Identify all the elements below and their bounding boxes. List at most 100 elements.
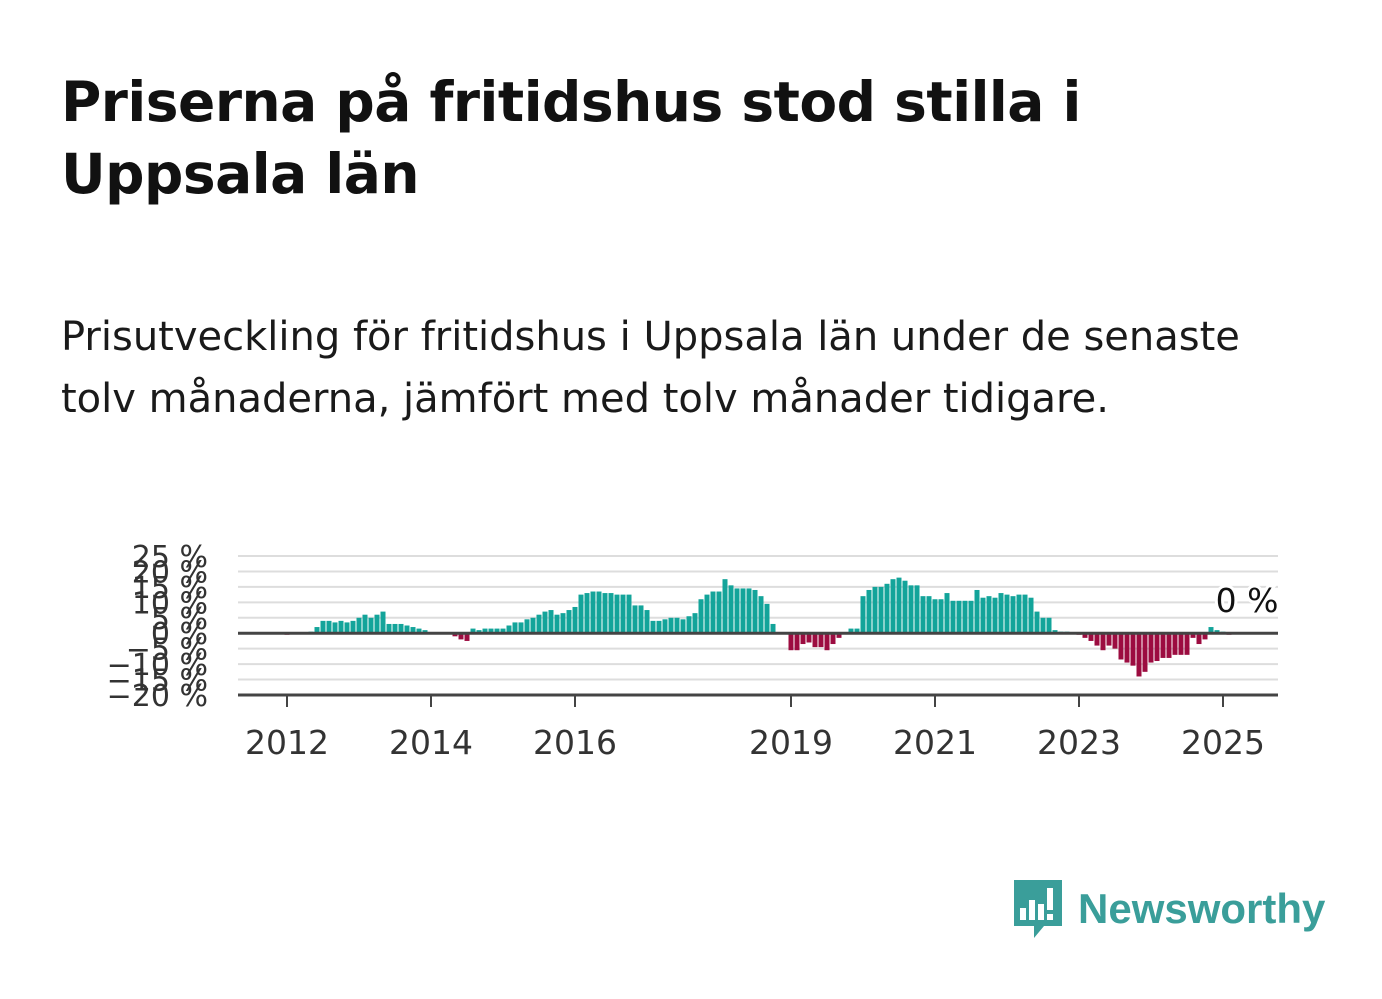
bar — [494, 628, 500, 634]
bar — [320, 620, 326, 634]
bar — [470, 628, 476, 634]
bar — [986, 596, 992, 634]
bar — [830, 633, 836, 645]
bar — [506, 625, 512, 634]
bar — [920, 596, 926, 634]
bar — [752, 589, 758, 634]
grid-lines — [238, 555, 1278, 681]
bar — [392, 623, 398, 634]
bar — [464, 633, 470, 641]
bar — [344, 622, 350, 634]
bar — [866, 589, 872, 634]
y-tick-label: −20 % — [107, 679, 208, 714]
bar — [902, 580, 908, 634]
bar — [1154, 633, 1160, 662]
y-tick-label: −10 % — [107, 648, 208, 683]
bar — [512, 622, 518, 634]
bar — [914, 585, 920, 634]
bar — [620, 594, 626, 634]
bar — [872, 586, 878, 634]
bar — [662, 619, 668, 634]
bar — [476, 630, 482, 634]
bar — [794, 633, 800, 651]
bar — [710, 591, 716, 634]
bar — [806, 633, 812, 643]
bar — [686, 616, 692, 634]
bar — [584, 593, 590, 634]
bar — [1106, 633, 1112, 646]
bar — [956, 600, 962, 634]
y-tick-label: 10 % — [132, 586, 208, 621]
bar — [326, 620, 332, 634]
bar — [518, 622, 524, 634]
bar — [1052, 630, 1058, 634]
bar — [746, 588, 752, 634]
bar — [422, 630, 428, 634]
bar — [524, 619, 530, 634]
y-tick-label: 20 % — [132, 555, 208, 590]
bar — [716, 591, 722, 634]
y-tick-label: 25 % — [132, 540, 208, 575]
bar — [1214, 630, 1220, 634]
bar — [1028, 597, 1034, 634]
bar — [416, 628, 422, 634]
bar — [332, 622, 338, 634]
bar — [980, 597, 986, 634]
bar — [1208, 627, 1214, 634]
bar — [650, 620, 656, 634]
end-value-label: 0 % — [1216, 581, 1279, 620]
bar — [1094, 633, 1100, 646]
bar — [1040, 617, 1046, 634]
bar — [632, 605, 638, 634]
bar — [596, 591, 602, 634]
bar — [572, 606, 578, 634]
tick-labels: 25 %20 %15 %10 %5 %0 %−5 %−10 %−15 %−20 … — [107, 540, 1282, 762]
bar — [1184, 633, 1190, 655]
bar — [536, 614, 542, 634]
bar — [626, 594, 632, 634]
bar — [410, 627, 416, 634]
bar — [734, 588, 740, 634]
brand-logo[interactable]: Newsworthy — [1010, 878, 1325, 940]
bar — [1178, 633, 1184, 655]
bar — [932, 599, 938, 634]
bar — [554, 614, 560, 634]
bar — [404, 625, 410, 634]
bar — [764, 603, 770, 634]
bar — [884, 583, 890, 634]
bar — [854, 628, 860, 634]
bar — [1172, 633, 1178, 655]
bar — [860, 596, 866, 634]
bar — [1118, 633, 1124, 660]
bar — [560, 613, 566, 634]
bar — [608, 593, 614, 634]
x-tick-label: 2025 — [1181, 723, 1265, 762]
bar — [1160, 633, 1166, 658]
chart-subtitle: Prisutveckling för fritidshus i Uppsala … — [61, 314, 1240, 422]
bar — [500, 628, 506, 634]
bar — [992, 597, 998, 634]
bar — [1004, 594, 1010, 634]
bar — [1202, 633, 1208, 640]
bar — [1016, 594, 1022, 634]
bar — [812, 633, 818, 648]
y-tick-label: −5 % — [126, 633, 208, 668]
bar — [692, 613, 698, 634]
y-tick-label: 15 % — [132, 571, 208, 606]
bar — [1082, 633, 1088, 638]
bar — [758, 596, 764, 634]
bar — [530, 617, 536, 634]
bar — [878, 586, 884, 634]
bar — [1010, 596, 1016, 634]
bar — [836, 633, 842, 638]
bar — [590, 591, 596, 634]
bar — [314, 627, 320, 634]
bar — [338, 620, 344, 634]
brand-name: Newsworthy — [1078, 885, 1326, 932]
bar — [974, 589, 980, 634]
bar — [1130, 633, 1136, 666]
bar — [728, 585, 734, 634]
bar — [362, 614, 368, 634]
y-tick-label: −15 % — [107, 664, 208, 699]
bar — [368, 617, 374, 634]
